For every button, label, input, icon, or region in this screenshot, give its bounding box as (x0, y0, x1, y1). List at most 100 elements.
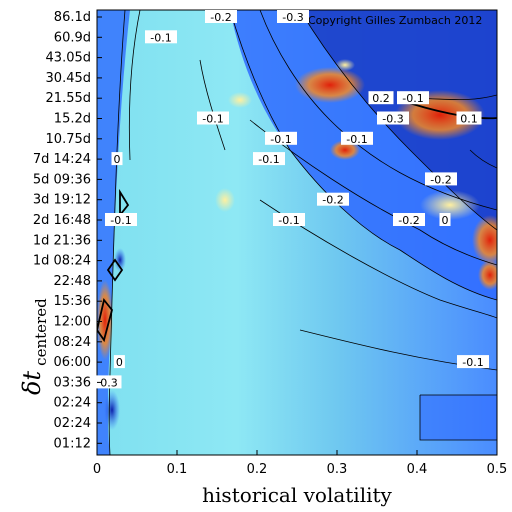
contour-label-text: -0.2 (430, 173, 451, 186)
contour-label-box (253, 152, 285, 166)
heatmap-mid-spot (420, 190, 480, 220)
x-tick-label: 0 (93, 462, 101, 477)
contour-label-box (145, 30, 177, 44)
y-axis-label-main: δt (18, 371, 46, 395)
y-tick-label: 1d 21:36 (33, 233, 91, 248)
contour-label: -0.1 (265, 131, 297, 146)
contour-label-box (197, 111, 229, 125)
x-tick-label: 0.2 (247, 462, 268, 477)
heatmap-high-spot (472, 215, 497, 265)
contour-label-text: 0 (116, 356, 123, 369)
contour-label-box (205, 10, 237, 23)
contour-label-box (273, 213, 305, 226)
y-axis-label: δt centered (18, 298, 50, 395)
x-tick-label: 0.5 (487, 462, 508, 477)
heatmap-high-spot (330, 140, 360, 160)
contour-label: 0 (439, 213, 451, 227)
contour-label: -0.1 (145, 30, 177, 44)
contour-label-box (317, 192, 349, 206)
contour-label: -0.3 (377, 111, 409, 126)
contour-label-text: -0.1 (110, 214, 131, 227)
contour-label: -0.2 (317, 192, 349, 207)
contour-label-text: -0.1 (278, 214, 299, 227)
contour-label-box (105, 213, 137, 226)
y-tick-label: 15.2d (54, 112, 91, 127)
y-tick-label: 06:00 (54, 355, 91, 370)
x-axis-label: historical volatility (202, 483, 392, 507)
contour-label-text: 0.1 (460, 113, 478, 126)
heatmap-mid-spot (215, 188, 235, 212)
y-tick-label: 12:00 (54, 315, 91, 330)
contour-label: -0.2 (205, 10, 237, 24)
contour-label-text: -0.1 (462, 356, 483, 369)
contour-label-box (439, 213, 451, 226)
y-tick-label: 30.45d (46, 71, 91, 86)
contour-label-box (457, 355, 489, 369)
y-tick-label: 22:48 (54, 274, 91, 289)
contour-label-box (425, 172, 457, 186)
contour-label-text: -0.2 (210, 11, 231, 24)
x-axis-ticks: 0 0.1 0.2 0.3 0.4 0.5 (93, 450, 507, 477)
contour-label-box (456, 111, 482, 125)
contour-label: 0 (111, 152, 123, 166)
heatmap-deep-spot (114, 248, 126, 272)
y-tick-label: 21.55d (46, 91, 91, 106)
contour-label: 0 (113, 355, 125, 369)
contour-label-text: 0 (442, 214, 449, 227)
contour-label-text: 0 (114, 153, 121, 166)
contour-label-text: -0.1 (346, 133, 367, 146)
heatmap-low-lower-right (420, 395, 497, 440)
heatmap-high-spot (295, 67, 365, 103)
y-tick-label: 86.1d (54, 10, 91, 25)
contour-label-text: -0.1 (402, 92, 423, 105)
heatmap-mid-spot (335, 59, 355, 71)
y-tick-label: 02:24 (54, 416, 91, 431)
contour-label-box (96, 375, 122, 389)
contour-label-text: 0.2 (372, 92, 390, 105)
contour-label: 0.3 (96, 375, 122, 389)
contour-label-box (265, 131, 297, 145)
contour-label-text: -0.1 (202, 113, 223, 126)
contour-label: -0.1 (253, 152, 285, 166)
contour-label: -0.1 (105, 213, 137, 227)
y-tick-label: 01:12 (54, 436, 91, 451)
contour-label-text: 0.3 (100, 376, 118, 389)
y-tick-label: 5d 09:36 (33, 172, 91, 187)
contour-label-box (277, 10, 309, 23)
y-tick-label: 10.75d (46, 132, 91, 147)
contour-label-box (397, 91, 429, 105)
contour-label: -0.1 (341, 131, 373, 146)
contour-label-box (341, 131, 373, 145)
y-tick-label: 60.9d (54, 30, 91, 45)
contour-label-text: -0.1 (270, 133, 291, 146)
x-tick-label: 0.3 (327, 462, 348, 477)
contour-label-text: -0.3 (282, 11, 303, 24)
contour-label-text: -0.2 (322, 194, 343, 207)
contour-label: -0.1 (397, 91, 429, 105)
y-tick-label: 43.05d (46, 51, 91, 66)
y-tick-label: 7d 14:24 (33, 152, 91, 167)
contour-label-box (368, 91, 394, 105)
contour-label: -0.2 (425, 172, 457, 186)
y-axis-ticks: 86.1d 60.9d 43.05d 30.45d 21.55d 15.2d 10.75d 7… (33, 10, 102, 451)
x-tick-label: 0.1 (167, 462, 188, 477)
contour-labels: -0.3 -0.2 -0.1 0.2 -0.1 -0.3 -0.1 0.1 -0.1 -0.1 -0… (96, 10, 489, 389)
contour-label-box (393, 213, 425, 226)
y-tick-label: 03:36 (54, 375, 91, 390)
y-tick-label: 02:24 (54, 396, 91, 411)
y-tick-label: 3d 19:12 (33, 193, 91, 208)
y-axis-label-sub: centered (32, 298, 50, 366)
contour-label-box (113, 355, 125, 369)
y-tick-label: 15:36 (54, 294, 91, 309)
contour-label-box (377, 111, 409, 125)
heatmap-plot-area (97, 10, 497, 455)
heatmap-high-spot (97, 280, 113, 360)
heatmap-mid-spot (228, 92, 252, 108)
contour-label-text: -0.1 (150, 31, 171, 44)
y-tick-label: 08:24 (54, 335, 91, 350)
heatmap-deep-spot (104, 390, 120, 430)
contour-label: -0.1 (457, 355, 489, 369)
contour-label: 0.1 (456, 111, 482, 126)
y-tick-label: 1d 08:24 (33, 254, 91, 269)
